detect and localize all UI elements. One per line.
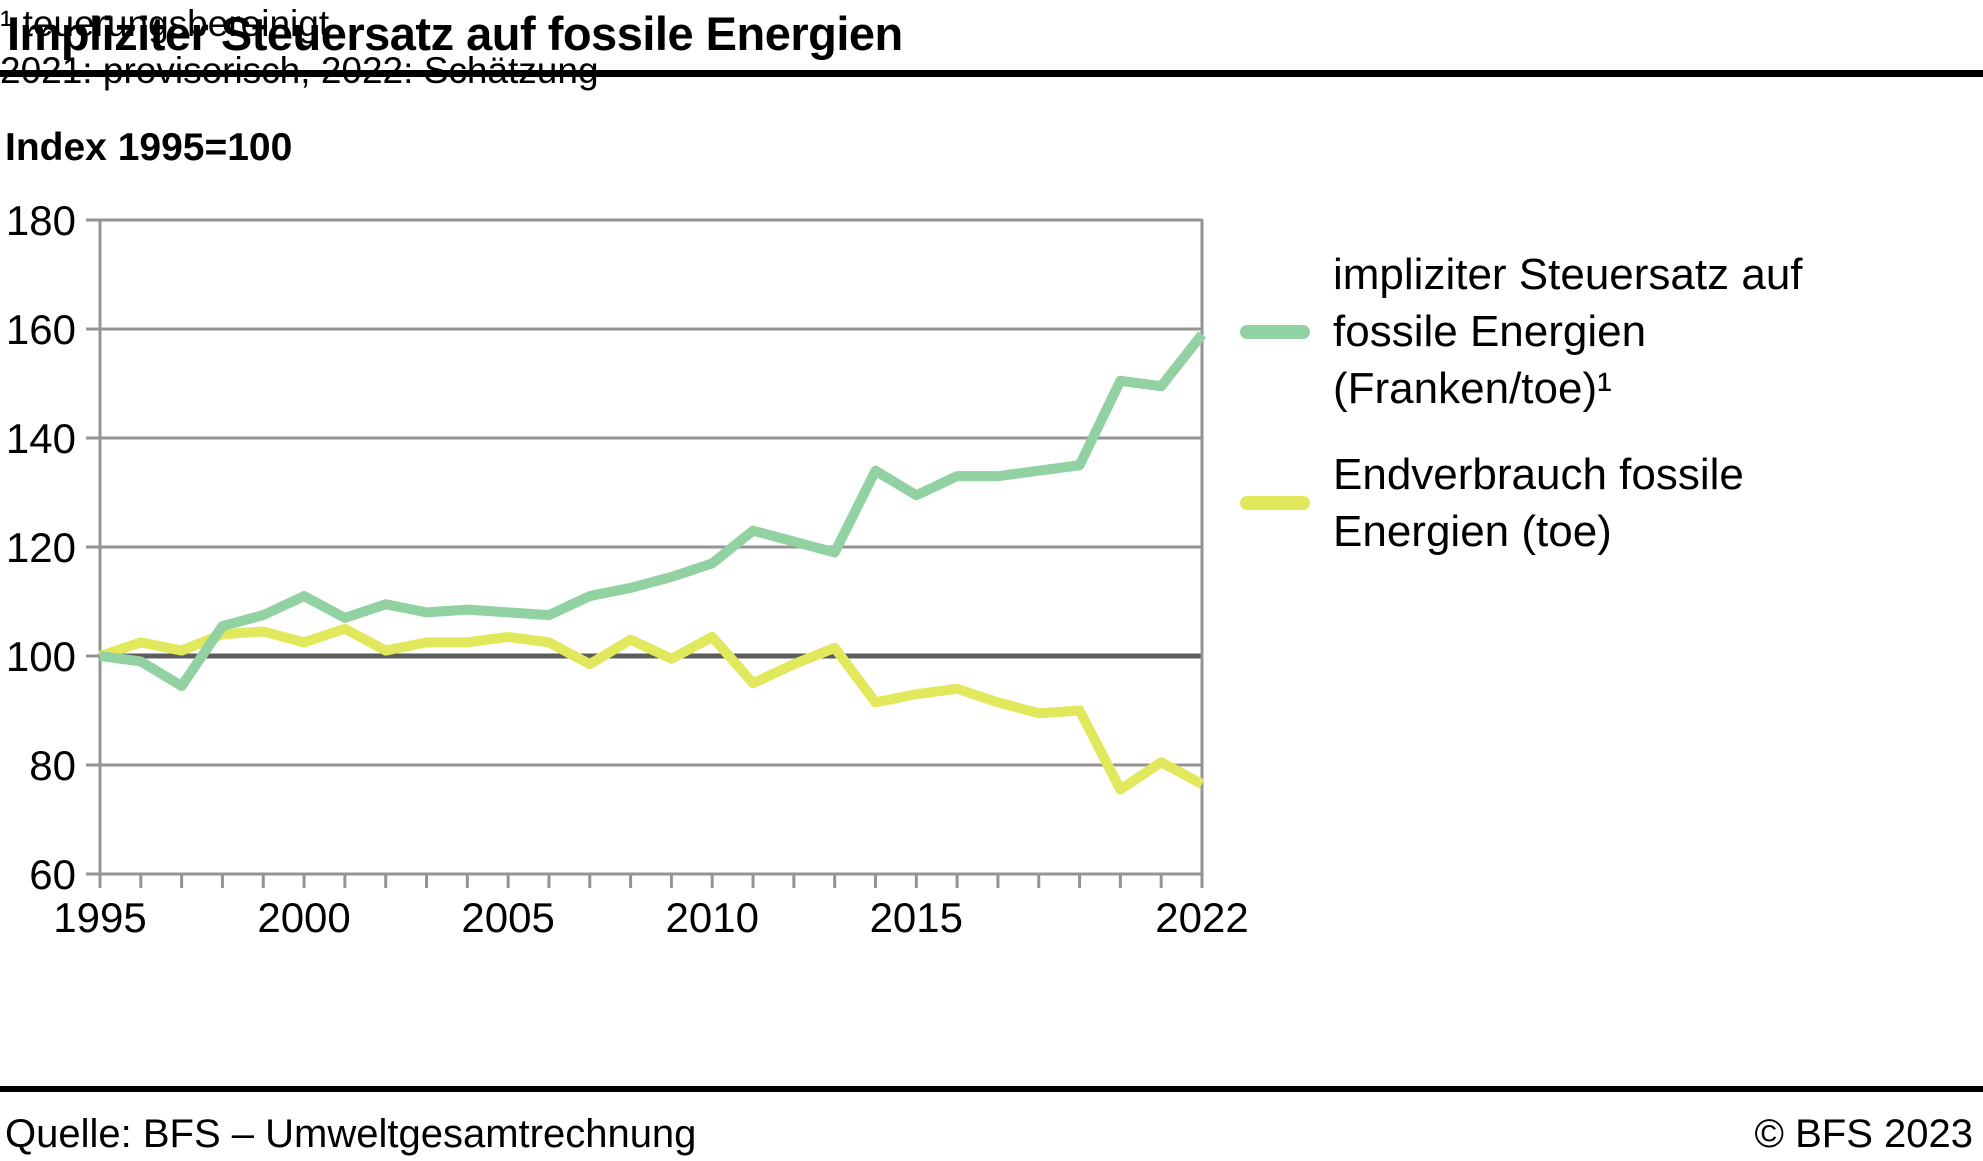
legend-swatch-green — [1240, 324, 1310, 339]
series-line-endverbrauch — [98, 623, 1205, 795]
series-line-impliziter-steuersatz — [99, 331, 1206, 691]
legend-item-impliziter-steuersatz: impliziter Steuersatz auf fossile Energi… — [1240, 246, 1803, 417]
legend-label: Endverbrauch fossile Energien (toe) — [1333, 450, 1744, 556]
x-tick-label-2000: 2000 — [257, 894, 350, 941]
page-title: Impliziter Steuersatz auf fossile Energi… — [7, 7, 903, 60]
title-rule — [0, 70, 1983, 77]
x-tick-label-2005: 2005 — [461, 894, 554, 941]
x-tick-label-1995: 1995 — [53, 894, 146, 941]
x-tick-label-2015: 2015 — [870, 894, 963, 941]
copyright-text: © BFS 2023 — [1754, 1112, 1973, 1156]
footer-rule — [0, 1086, 1983, 1092]
footnote-1: ¹ teuerungsbereinigt — [0, 3, 330, 44]
x-tick-label-2010: 2010 — [666, 894, 759, 941]
y-tick-label-120: 120 — [6, 524, 76, 571]
y-tick-label-160: 160 — [6, 306, 76, 353]
y-tick-label-80: 80 — [29, 742, 76, 789]
legend-swatch-yellow — [1240, 496, 1310, 510]
y-tick-label-60: 60 — [29, 851, 76, 898]
source-text: Quelle: BFS – Umweltgesamtrechnung — [5, 1112, 697, 1156]
chart-subtitle: Index 1995=100 — [5, 126, 293, 169]
y-tick-label-140: 140 — [6, 415, 76, 462]
x-tick-label-2022: 2022 — [1155, 894, 1248, 941]
legend-label: impliziter Steuersatz auf fossile Energi… — [1333, 250, 1803, 413]
legend-item-endverbrauch: Endverbrauch fossile Energien (toe) — [1240, 446, 1744, 560]
y-tick-label-180: 180 — [6, 197, 76, 244]
y-tick-label-100: 100 — [6, 633, 76, 680]
